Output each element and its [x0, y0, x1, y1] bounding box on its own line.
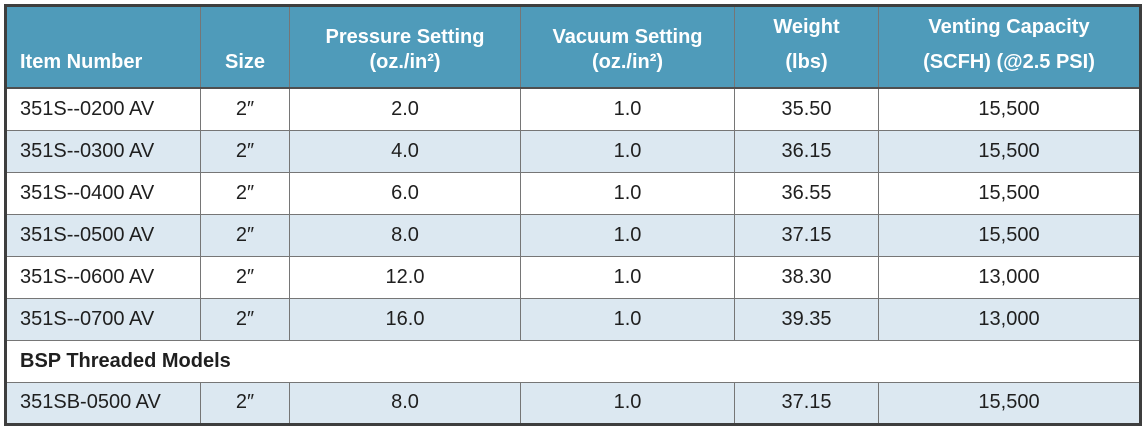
- table-row: 351S--0400 AV 2″ 6.0 1.0 36.55 15,500: [5, 171, 1141, 215]
- venting-cell: 13,000: [878, 297, 1141, 341]
- table-row: 351S--0500 AV 2″ 8.0 1.0 37.15 15,500: [5, 213, 1141, 257]
- column-title: Vacuum Setting: [552, 26, 703, 48]
- column-title: Venting Capacity: [928, 16, 1090, 38]
- size-cell: 2″: [200, 87, 290, 131]
- weight-cell: 37.15: [734, 381, 879, 425]
- item-number-cell: 351S--0300 AV: [5, 129, 201, 173]
- size-cell: 2″: [200, 381, 290, 425]
- column-subtitle: (oz./in²): [369, 51, 441, 73]
- section-row: BSP Threaded Models: [5, 339, 1141, 383]
- item-number-cell: 351S--0400 AV: [5, 171, 201, 215]
- weight-cell: 38.30: [734, 255, 879, 299]
- column-subtitle: (oz./in²): [591, 51, 664, 73]
- vacuum-cell: 1.0: [520, 171, 735, 215]
- weight-cell: 39.35: [734, 297, 879, 341]
- table-row: 351SB-0500 AV 2″ 8.0 1.0 37.15 15,500: [5, 381, 1141, 425]
- size-cell: 2″: [200, 129, 290, 173]
- vacuum-cell: 1.0: [520, 297, 735, 341]
- column-header-item-number: Item Number: [5, 5, 201, 89]
- pressure-cell: 8.0: [289, 381, 521, 425]
- vacuum-cell: 1.0: [520, 255, 735, 299]
- venting-cell: 13,000: [878, 255, 1141, 299]
- item-number-cell: 351SB-0500 AV: [5, 381, 201, 425]
- item-number-cell: 351S--0500 AV: [5, 213, 201, 257]
- table-row: 351S--0600 AV 2″ 12.0 1.0 38.30 13,000: [5, 255, 1141, 299]
- item-number-cell: 351S--0200 AV: [5, 87, 201, 131]
- column-title: Weight: [773, 16, 840, 38]
- column-subtitle: (SCFH) (@2.5 PSI): [923, 51, 1095, 73]
- header-row: Item Number Size Pressure Setting (oz./i…: [5, 5, 1141, 89]
- pressure-cell: 16.0: [289, 297, 521, 341]
- pressure-cell: 8.0: [289, 213, 521, 257]
- table-row: 351S--0300 AV 2″ 4.0 1.0 36.15 15,500: [5, 129, 1141, 173]
- pressure-cell: 6.0: [289, 171, 521, 215]
- size-cell: 2″: [200, 297, 290, 341]
- size-cell: 2″: [200, 255, 290, 299]
- size-cell: 2″: [200, 213, 290, 257]
- pressure-cell: 2.0: [289, 87, 521, 131]
- size-cell: 2″: [200, 171, 290, 215]
- column-header-venting-capacity: Venting Capacity (SCFH) (@2.5 PSI): [878, 5, 1141, 89]
- section-label: BSP Threaded Models: [5, 339, 1141, 383]
- table-row: 351S--0200 AV 2″ 2.0 1.0 35.50 15,500: [5, 87, 1141, 131]
- weight-cell: 36.15: [734, 129, 879, 173]
- column-title: Size: [224, 51, 266, 73]
- pressure-cell: 4.0: [289, 129, 521, 173]
- vacuum-cell: 1.0: [520, 129, 735, 173]
- weight-cell: 36.55: [734, 171, 879, 215]
- vacuum-cell: 1.0: [520, 87, 735, 131]
- column-title: Item Number: [20, 51, 143, 73]
- spec-table: Item Number Size Pressure Setting (oz./i…: [4, 4, 1142, 426]
- weight-cell: 37.15: [734, 213, 879, 257]
- venting-cell: 15,500: [878, 213, 1141, 257]
- column-subtitle: (lbs): [785, 51, 828, 73]
- column-header-pressure-setting: Pressure Setting (oz./in²): [289, 5, 521, 89]
- item-number-cell: 351S--0700 AV: [5, 297, 201, 341]
- column-header-size: Size: [200, 5, 290, 89]
- vacuum-cell: 1.0: [520, 213, 735, 257]
- vacuum-cell: 1.0: [520, 381, 735, 425]
- venting-cell: 15,500: [878, 129, 1141, 173]
- column-header-weight: Weight (lbs): [734, 5, 879, 89]
- venting-cell: 15,500: [878, 87, 1141, 131]
- column-title: Pressure Setting: [325, 26, 485, 48]
- weight-cell: 35.50: [734, 87, 879, 131]
- pressure-cell: 12.0: [289, 255, 521, 299]
- column-header-vacuum-setting: Vacuum Setting (oz./in²): [520, 5, 735, 89]
- item-number-cell: 351S--0600 AV: [5, 255, 201, 299]
- venting-cell: 15,500: [878, 381, 1141, 425]
- table-row: 351S--0700 AV 2″ 16.0 1.0 39.35 13,000: [5, 297, 1141, 341]
- venting-cell: 15,500: [878, 171, 1141, 215]
